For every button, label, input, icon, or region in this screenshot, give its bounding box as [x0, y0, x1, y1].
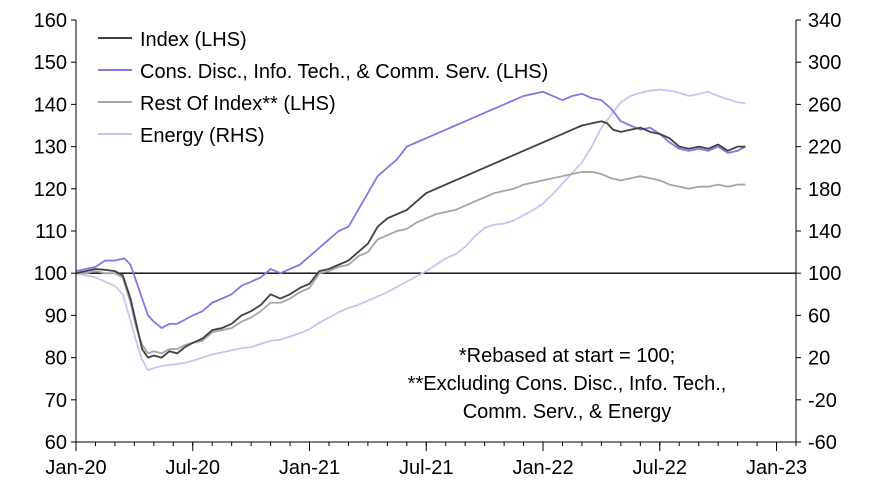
x-tick-label: Jan-22 — [512, 457, 573, 479]
legend: Index (LHS) Cons. Disc., Info. Tech., & … — [98, 29, 548, 147]
x-tick-label: Jan-23 — [746, 457, 807, 479]
right-y-tick-label: 300 — [808, 52, 841, 74]
right-y-tick-label: 20 — [808, 348, 830, 370]
series-line-energy-rhs — [75, 88, 746, 372]
legend-label-index: Index (LHS) — [140, 29, 247, 51]
right-y-tick-label: 340 — [808, 10, 841, 32]
footnote-line-3: Comm. Serv., & Energy — [463, 401, 672, 423]
series-line-rest-of-index-lhs — [76, 171, 746, 355]
left-y-tick-label: 70 — [45, 390, 67, 412]
axes-layer: 60 70 80 90 100 110 120 130 140 150 160 -60 -20 20 60 1… — [34, 10, 842, 479]
left-y-tick-label: 160 — [34, 10, 67, 32]
left-y-tick-label: 60 — [45, 432, 67, 454]
right-y-tick-label: -60 — [808, 432, 837, 454]
right-y-tick-label: 60 — [808, 305, 830, 327]
right-y-tick-label: -20 — [808, 390, 837, 412]
left-y-tick-label: 130 — [34, 137, 67, 159]
left-y-tick-label: 120 — [34, 179, 67, 201]
right-y-tick-label: 140 — [808, 221, 841, 243]
left-y-tick-label: 100 — [34, 263, 67, 285]
right-y-tick-label: 220 — [808, 137, 841, 159]
footnote-line-2: **Excluding Cons. Disc., Info. Tech., — [408, 373, 727, 395]
right-y-tick-label: 180 — [808, 179, 841, 201]
series-line-cons-disc-info-tech-comm-serv-lhs — [75, 90, 746, 329]
legend-label-energy: Energy (RHS) — [140, 125, 264, 147]
x-tick-label: Jul-20 — [166, 457, 220, 479]
left-y-tick-label: 140 — [34, 94, 67, 116]
left-y-tick-label: 110 — [35, 221, 67, 243]
left-y-tick-label: 80 — [45, 348, 67, 370]
right-y-tick-label: 100 — [808, 263, 841, 285]
x-tick-label: Jul-22 — [633, 457, 687, 479]
left-y-tick-label: 90 — [45, 305, 67, 327]
legend-label-rest-of-index: Rest Of Index** (LHS) — [140, 93, 336, 115]
x-tick-label: Jan-21 — [279, 457, 340, 479]
footnote-line-1: *Rebased at start = 100; — [459, 345, 675, 367]
footnote: *Rebased at start = 100; **Excluding Con… — [408, 345, 727, 423]
x-tick-label: Jul-21 — [399, 457, 453, 479]
right-y-tick-label: 260 — [808, 94, 841, 116]
legend-label-cons-disc: Cons. Disc., Info. Tech., & Comm. Serv. … — [140, 61, 548, 83]
left-y-tick-label: 150 — [34, 52, 67, 74]
series-line-index-lhs — [75, 120, 746, 359]
series-layer — [75, 88, 746, 372]
x-tick-label: Jan-20 — [45, 457, 106, 479]
